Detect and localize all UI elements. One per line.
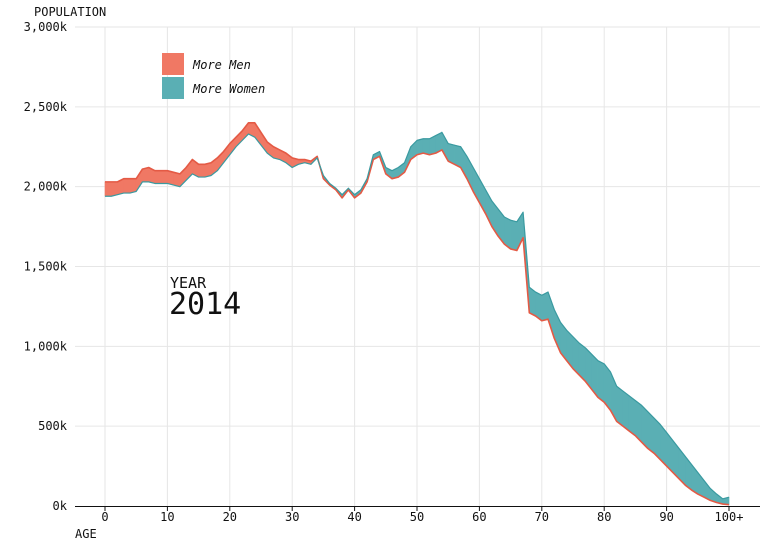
line-women bbox=[105, 131, 730, 500]
x-tick-label: 0 bbox=[101, 510, 108, 524]
x-tick-label: 10 bbox=[160, 510, 174, 524]
y-axis-label: POPULATION bbox=[34, 5, 106, 19]
y-tick-label: 3,000k bbox=[24, 20, 68, 34]
x-tick-label: 90 bbox=[659, 510, 673, 524]
area-more-women bbox=[628, 395, 636, 437]
area-layer bbox=[104, 121, 730, 506]
line-men bbox=[105, 122, 730, 506]
x-tick-label: 30 bbox=[285, 510, 299, 524]
y-tick-label: 0k bbox=[53, 499, 68, 513]
year-label: YEAR bbox=[170, 274, 207, 292]
y-tick-label: 1,500k bbox=[24, 260, 68, 274]
x-tick-label: 80 bbox=[597, 510, 611, 524]
area-more-men bbox=[160, 170, 168, 184]
y-tick-label: 2,500k bbox=[24, 100, 68, 114]
x-tick-label: 100+ bbox=[715, 510, 744, 524]
area-more-women bbox=[616, 385, 624, 427]
legend-label-more-women: More Women bbox=[192, 82, 265, 96]
x-tick-label: 50 bbox=[410, 510, 424, 524]
axes: 0k 500k 1,000k 1,500k 2,000k 2,500k 3,000k 0 10 2… bbox=[24, 20, 760, 524]
y-tick-label: 1,000k bbox=[24, 339, 68, 353]
area-more-women bbox=[416, 138, 424, 156]
area-more-women bbox=[510, 219, 518, 251]
area-more-women bbox=[622, 390, 630, 432]
x-tick-label: 40 bbox=[347, 510, 361, 524]
year-value: 2014 bbox=[169, 287, 241, 322]
legend-swatch-more-men bbox=[162, 53, 184, 75]
area-more-men bbox=[198, 164, 206, 178]
area-more-men bbox=[129, 178, 137, 194]
x-tick-label: 20 bbox=[223, 510, 237, 524]
area-more-women bbox=[541, 291, 549, 322]
legend-swatch-more-women bbox=[162, 77, 184, 99]
x-tick-label: 70 bbox=[535, 510, 549, 524]
area-more-women bbox=[597, 360, 605, 403]
x-tick-label: 60 bbox=[472, 510, 486, 524]
area-more-women bbox=[547, 291, 555, 339]
area-more-men bbox=[154, 170, 162, 184]
y-tick-label: 500k bbox=[38, 419, 68, 433]
area-more-men bbox=[104, 181, 112, 197]
area-more-men bbox=[110, 181, 118, 197]
legend: More Men More Women bbox=[162, 53, 265, 99]
area-more-men bbox=[123, 178, 131, 194]
area-more-women bbox=[422, 138, 430, 156]
x-axis-label: AGE bbox=[75, 527, 97, 541]
gridlines bbox=[75, 26, 760, 506]
y-tick-label: 2,000k bbox=[24, 180, 68, 194]
legend-label-more-men: More Men bbox=[192, 58, 251, 72]
